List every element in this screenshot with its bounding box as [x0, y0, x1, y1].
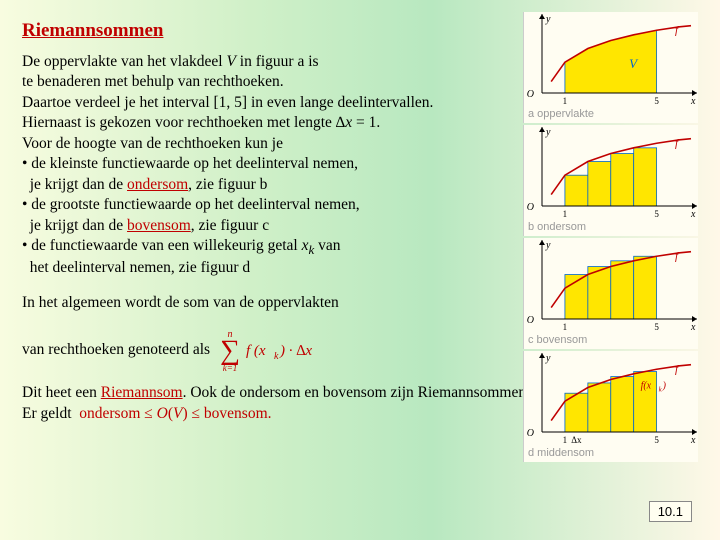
ineq-start: ondersom ≤	[79, 405, 156, 422]
text: in figuur a is	[236, 53, 319, 70]
fx-sub: k	[274, 351, 279, 362]
text: te benaderen met behulp van rechthoeken.	[22, 73, 284, 90]
figure-caption: d middensom	[524, 446, 698, 462]
svg-text:5: 5	[654, 435, 659, 445]
figure-panel-b: Oyxf15b ondersom	[523, 125, 698, 236]
riemannsom-term: Riemannsom	[101, 384, 183, 401]
svg-text:): )	[662, 381, 667, 392]
svg-text:y: y	[545, 14, 551, 25]
bullet-1-line-1: • de kleinste functiewaarde op het deeli…	[22, 155, 358, 172]
figure-panel-d: Δxf(xk)Oyxf15d middensom	[523, 351, 698, 462]
svg-text:5: 5	[654, 96, 659, 106]
text: je krijgt dan de	[22, 176, 127, 193]
figure-panel-c: Oyxf15c bovensom	[523, 238, 698, 349]
svg-text:O: O	[527, 89, 534, 100]
figure-panel-a: VOyxf15a oppervlakte	[523, 12, 698, 123]
text: De oppervlakte van het vlakdeel	[22, 53, 226, 70]
svg-text:1: 1	[563, 96, 568, 106]
svg-text:O: O	[527, 315, 534, 326]
summation-formula: n ∑ k=1 f (x k ) · ∆x	[216, 327, 336, 373]
text: Hiernaast is gekozen voor rechthoeken me…	[22, 114, 345, 131]
svg-text:y: y	[545, 127, 551, 138]
svg-text:x: x	[690, 435, 696, 446]
svg-text:5: 5	[654, 209, 659, 219]
ineq-O: O	[157, 405, 168, 422]
svg-text:1: 1	[563, 209, 568, 219]
text: = 1.	[352, 114, 380, 131]
svg-text:O: O	[527, 428, 534, 439]
formula-prefix: van rechthoeken genoteerd als	[22, 341, 210, 359]
bullet-3-line-1: • de functiewaarde van een willekeurig g…	[22, 237, 302, 254]
svg-text:5: 5	[654, 322, 659, 332]
var-v: V	[226, 53, 235, 70]
svg-text:1: 1	[563, 322, 568, 332]
text: Daartoe verdeel je het interval [1, 5] i…	[22, 94, 433, 111]
svg-text:x: x	[690, 96, 696, 107]
bovensom-term: bovensom	[127, 217, 191, 234]
text: je krijgt dan de	[22, 217, 127, 234]
svg-text:y: y	[545, 240, 551, 251]
text: van	[314, 237, 340, 254]
bullet-3-line-2: het deelinterval nemen, zie figuur d	[22, 259, 250, 276]
fx: f (x	[246, 343, 266, 359]
page-number: 10.1	[649, 501, 692, 522]
figure-caption: b ondersom	[524, 220, 698, 236]
svg-text:f(x: f(x	[641, 381, 652, 392]
svg-text:1: 1	[563, 435, 568, 445]
figure-caption: c bovensom	[524, 333, 698, 349]
ondersom-term: ondersom	[127, 176, 188, 193]
text: Er geldt	[22, 405, 79, 422]
figures-column: VOyxf15a oppervlakteOyxf15b ondersomOyxf…	[523, 12, 698, 464]
figure-caption: a oppervlakte	[524, 107, 698, 123]
fx-close: ) · ∆x	[279, 343, 312, 359]
svg-text:x: x	[690, 322, 696, 333]
sigma: ∑	[220, 335, 240, 366]
text: . Ook de ondersom en bovensom zijn Riema…	[183, 384, 530, 401]
bullet-2-line-1: • de grootste functiewaarde op het deeli…	[22, 196, 360, 213]
sum-k1: k=1	[223, 363, 238, 373]
svg-text:Δx: Δx	[571, 435, 582, 445]
text: Dit heet een	[22, 384, 101, 401]
ineq-end: ) ≤ bovensom.	[182, 405, 271, 422]
text: Voor de hoogte van de rechthoeken kun je	[22, 135, 283, 152]
svg-text:O: O	[527, 202, 534, 213]
svg-text:x: x	[690, 209, 696, 220]
text: , zie figuur b	[188, 176, 267, 193]
svg-text:y: y	[545, 353, 551, 364]
text: , zie figuur c	[191, 217, 269, 234]
